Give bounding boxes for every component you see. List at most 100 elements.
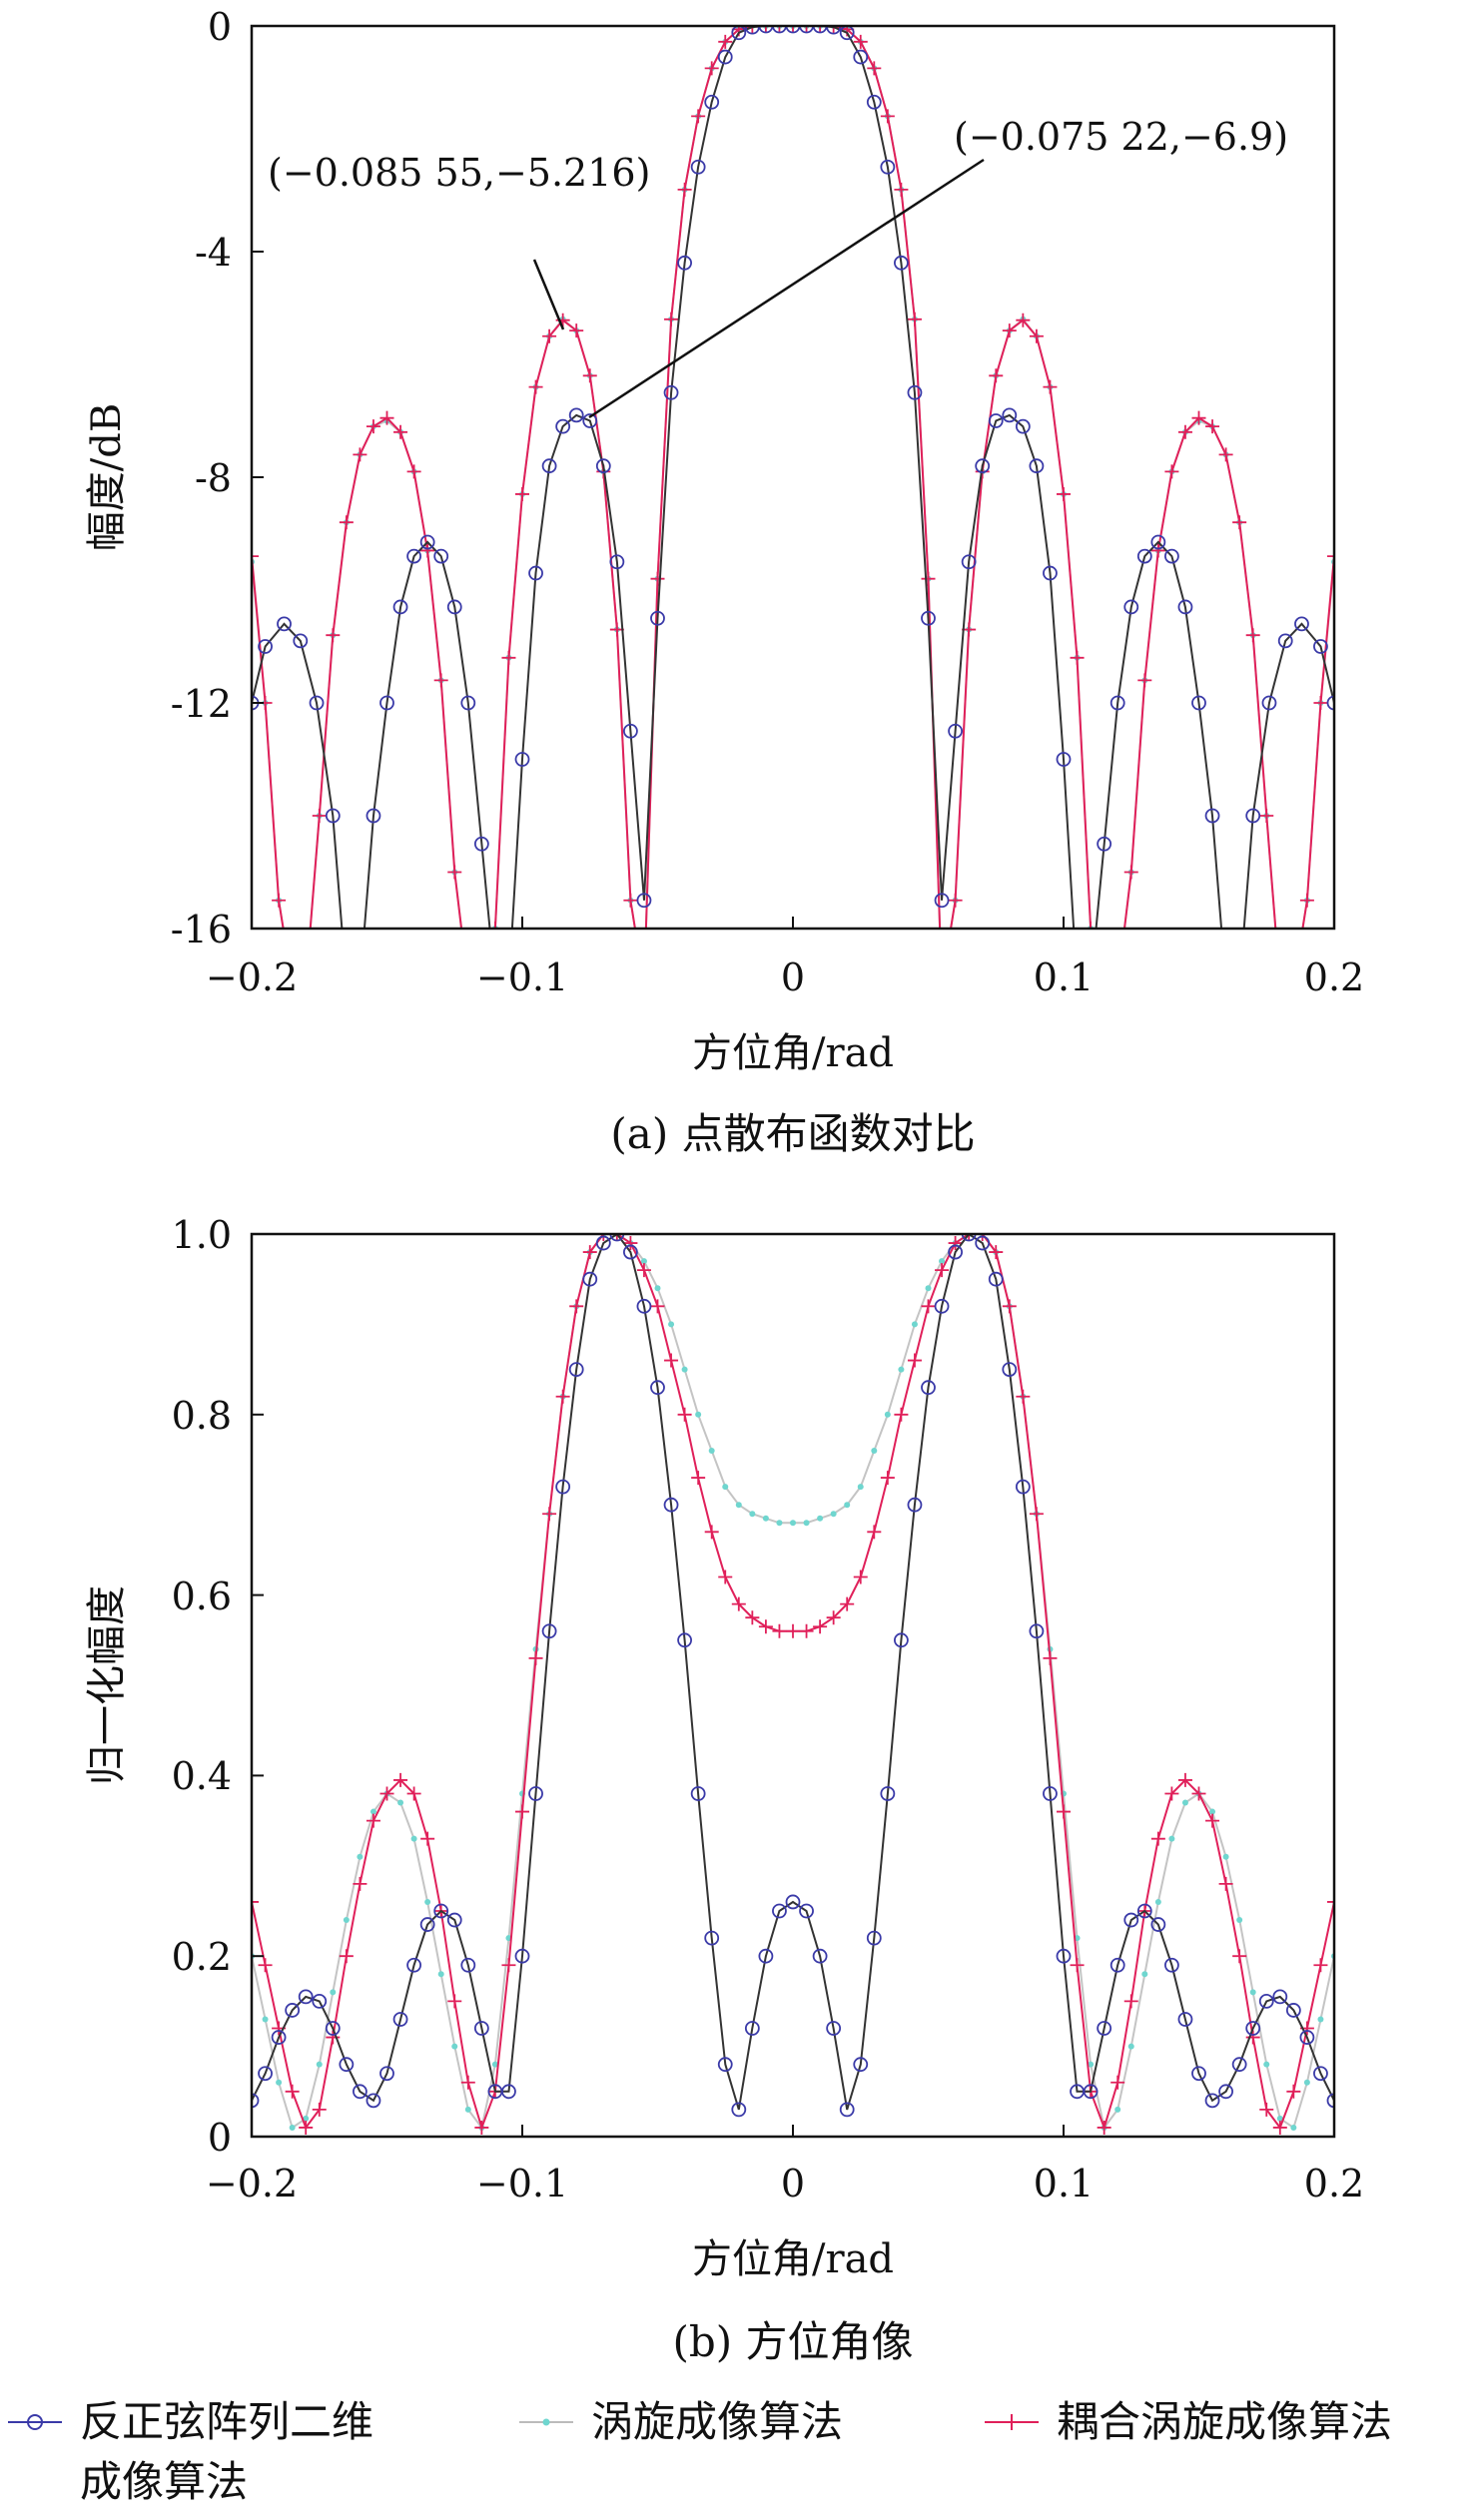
chart-b-series-1-point-62: [1088, 2061, 1095, 2068]
chart-b-series-2-point-7: [339, 1949, 354, 1964]
chart-b-series-1-point-7: [343, 1917, 350, 1924]
chart-b-series-0-point-43: [826, 2021, 842, 2036]
chart-a-series-2-point-14: [433, 673, 448, 688]
chart-b-series-1-point-44: [844, 1502, 851, 1509]
chart-a-series-2-point-55: [989, 368, 1004, 383]
chart-b-series-2-line: [252, 1234, 1334, 2132]
chart-b-series-1-point-65: [1127, 2043, 1134, 2050]
chart-b-series-1-point-6: [330, 1989, 337, 1996]
chart-a-series-2-point-28: [623, 893, 638, 908]
chart-a-series-2-point-52: [948, 893, 963, 908]
chart-a-series-0-point-22: [555, 418, 571, 434]
chart-a-series-2-point-73: [1232, 515, 1247, 530]
chart-b-series-1-point-77: [1290, 2124, 1297, 2131]
chart-a-series-0-point-27: [623, 723, 638, 739]
chart-b-series-1-point-15: [451, 2043, 458, 2050]
chart-b-series-0-point-38: [758, 1948, 774, 1964]
chart-b-series-2-point-11: [393, 1772, 408, 1787]
chart-b-series-0-point-69: [1177, 2012, 1193, 2027]
chart-a-series-0-point-57: [1029, 458, 1045, 474]
chart-b-series-2-point-46: [867, 1525, 882, 1540]
chart-b-series-2-point-52: [948, 1236, 963, 1251]
chart-b-series-1-point-33: [695, 1411, 702, 1418]
chart-b-series-0-point-33: [690, 1786, 706, 1801]
chart-a-series-0-point-19: [514, 752, 530, 767]
chart-a-series-0-point-55: [1002, 407, 1018, 423]
chart-b-series-0-point-11: [392, 2012, 408, 2027]
chart-b-series-1-point-69: [1181, 1799, 1188, 1806]
chart-b-series-1-point-39: [776, 1520, 783, 1527]
chart-b-series-1-point-73: [1236, 1917, 1243, 1924]
chart-b-series-2-point-35: [718, 1570, 733, 1584]
chart-b-series-0-point-7: [339, 2057, 355, 2073]
chart-a-series-0-point-39: [785, 26, 801, 34]
chart-a-series-2-point-21: [528, 379, 543, 394]
chart-a-series-2-point-49: [907, 312, 922, 326]
chart-b-series-2-point-29: [636, 1263, 651, 1278]
chart-b-series-1-point-45: [857, 1484, 864, 1491]
chart-b-series-2-point-1: [258, 1958, 273, 1973]
chart-b-ytick-5: 1.0: [172, 1213, 232, 1257]
chart-b-series-2-point-20: [515, 1804, 529, 1819]
chart-b-series-0-point-40: [785, 1894, 801, 1910]
chart-b-series-1-point-4: [303, 2115, 310, 2122]
chart-b-series-0-point-76: [1272, 1989, 1288, 2005]
chart-a-series-2-point-60: [1057, 486, 1071, 501]
chart-b-series-2-point-51: [935, 1263, 950, 1278]
chart-b-series-0-point-28: [623, 1244, 638, 1260]
chart-b-series: [252, 1234, 1334, 2135]
chart-b-series-0-point-57: [1015, 1479, 1031, 1495]
chart-b-series-0-point-70: [1191, 2066, 1206, 2082]
chart-b-series-1-point-42: [817, 1515, 824, 1522]
chart-b-series-2-point-31: [664, 1353, 679, 1368]
chart-a-series-0-point-14: [446, 599, 462, 615]
chart-a-ytick-3: -12: [171, 682, 232, 726]
chart-b-series-0-point-67: [1150, 1917, 1166, 1932]
chart-b-series-2-point-75: [1259, 2102, 1274, 2117]
chart-b-series-1-point-13: [424, 1898, 431, 1905]
chart-a-series-2-point-33: [691, 109, 706, 124]
chart-b-series-1-point-36: [735, 1502, 742, 1509]
chart-b-series-0-point-17: [473, 2021, 489, 2036]
chart-a-series-0-point-9: [379, 695, 394, 711]
chart-a-series-2-point-38: [758, 26, 773, 33]
chart-b-series-0-point-13: [419, 1917, 435, 1932]
chart-b-series-2-point-4: [299, 2120, 314, 2135]
chart-a-series-2-point-61: [1070, 650, 1085, 665]
chart-a-series-2-point-72: [1218, 447, 1233, 462]
chart-b-series-2-point-60: [1057, 1804, 1071, 1819]
chart-b-series-1-point-50: [925, 1285, 932, 1292]
chart-b-series-2-point-59: [1043, 1650, 1058, 1665]
chart-a-series-2-point-42: [813, 26, 828, 33]
chart-a-series-2-point-7: [339, 515, 354, 530]
chart-b-series-0-point-31: [663, 1497, 679, 1513]
chart-a-series-2-point-6: [326, 628, 341, 643]
chart-b-series-2-point-49: [907, 1353, 922, 1368]
chart-b-series-1-point-38: [762, 1515, 769, 1522]
chart-b-series-2-point-80: [1327, 1894, 1334, 1909]
chart-b-series-2-point-24: [569, 1299, 584, 1314]
chart-b-series-2-point-74: [1245, 2030, 1260, 2045]
chart-b-series-0-point-29: [636, 1298, 652, 1314]
chart-a-ytick-0: 0: [208, 5, 232, 49]
chart-b-series-0-point-71: [1204, 2093, 1220, 2109]
chart-b-series-0-point-77: [1285, 2003, 1301, 2018]
chart-b-series-1-point-76: [1276, 2115, 1283, 2122]
chart-a-series-0-point-53: [975, 458, 991, 474]
chart-a-series-2-point-57: [1016, 313, 1031, 327]
chart-a-series-0-point-58: [1043, 565, 1058, 581]
chart-a-xtick-3: 0.1: [1034, 955, 1094, 999]
chart-b-series-1-point-78: [1303, 2079, 1310, 2086]
chart-b-series-2-point-48: [894, 1407, 909, 1422]
chart-a-series-2-point-25: [582, 368, 597, 383]
chart-a-series-0-point-24: [582, 413, 598, 428]
chart-a-series-2-point-37: [745, 26, 760, 33]
chart-a-series-0-point-8: [366, 808, 381, 824]
chart-b-series-1-point-3: [289, 2124, 296, 2131]
chart-b-series-2-point-64: [1110, 2075, 1125, 2090]
chart-a-series-0-point-20: [528, 565, 543, 581]
chart-b-series-2-point-58: [1029, 1507, 1044, 1522]
chart-b-series-2-point-65: [1123, 1994, 1138, 2009]
chart-b-series-2-point-26: [596, 1234, 611, 1241]
chart-b-series-0-point-25: [582, 1271, 598, 1287]
